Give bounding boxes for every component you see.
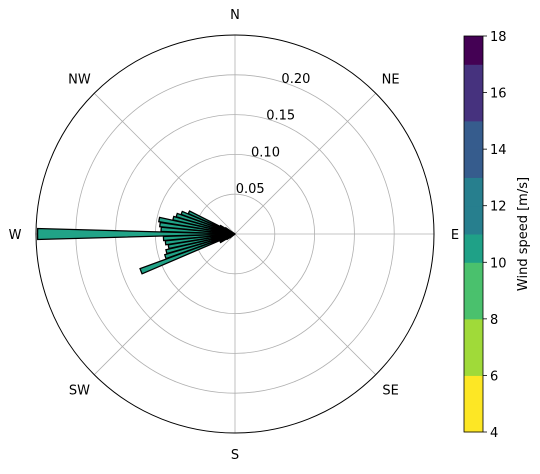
direction-label: NW bbox=[68, 72, 91, 87]
wind-bar bbox=[139, 233, 236, 275]
angular-gridline bbox=[234, 233, 376, 375]
colorbar-tick-label: 18 bbox=[490, 30, 507, 45]
radial-tick-label: 0.20 bbox=[281, 72, 310, 87]
angular-gridline bbox=[234, 93, 376, 235]
polar-frame bbox=[35, 34, 435, 434]
colorbar-segment bbox=[464, 64, 483, 94]
direction-labels: N NE E SE S SW W NW bbox=[9, 8, 460, 463]
direction-label: E bbox=[451, 228, 459, 243]
colorbar-tick-label: 14 bbox=[490, 143, 507, 158]
colorbar-segment bbox=[464, 403, 483, 433]
radial-tick-labels: 0.05 0.10 0.15 0.20 bbox=[236, 72, 311, 197]
colorbar-segment bbox=[464, 205, 483, 235]
colorbar-segment bbox=[464, 375, 483, 405]
direction-label: S bbox=[231, 448, 239, 463]
colorbar-tick-label: 16 bbox=[490, 87, 507, 102]
colorbar-label: Wind speed [m/s] bbox=[516, 177, 531, 291]
wind-bar bbox=[228, 233, 236, 239]
colorbar-segment bbox=[464, 177, 483, 207]
colorbar-tick-label: 4 bbox=[490, 426, 498, 441]
colorbar-segment bbox=[464, 234, 483, 263]
direction-label: N bbox=[230, 8, 240, 23]
colorbar-tick-label: 12 bbox=[490, 200, 507, 215]
wind-bar bbox=[36, 227, 236, 241]
angular-gridline bbox=[94, 93, 236, 235]
direction-label: NE bbox=[382, 72, 400, 87]
direction-label: SW bbox=[69, 384, 90, 399]
colorbar-segment bbox=[464, 120, 483, 150]
colorbar-tick-label: 10 bbox=[490, 256, 507, 271]
wind-bar bbox=[224, 226, 236, 235]
radial-tick-label: 0.10 bbox=[251, 146, 280, 161]
bars bbox=[36, 210, 236, 275]
colorbar-segment bbox=[464, 347, 483, 376]
colorbar-segment bbox=[464, 92, 483, 122]
direction-label: W bbox=[9, 228, 22, 243]
colorbar-segment bbox=[464, 262, 483, 292]
colorbar-segment bbox=[464, 290, 483, 320]
colorbar-segment bbox=[464, 36, 483, 65]
radial-tick-label: 0.05 bbox=[236, 182, 265, 197]
colorbar-tick-label: 6 bbox=[490, 369, 498, 384]
colorbar: 4 6 8 10 12 14 16 18 Wind speed [m/s] bbox=[463, 30, 531, 441]
colorbar-segment bbox=[464, 318, 483, 348]
colorbar-frame bbox=[463, 35, 484, 433]
direction-label: SE bbox=[382, 384, 398, 399]
angular-gridline bbox=[94, 233, 236, 375]
colorbar-tick-label: 8 bbox=[490, 313, 498, 328]
radial-tick-label: 0.15 bbox=[266, 109, 295, 124]
colorbar-segment bbox=[464, 149, 483, 178]
